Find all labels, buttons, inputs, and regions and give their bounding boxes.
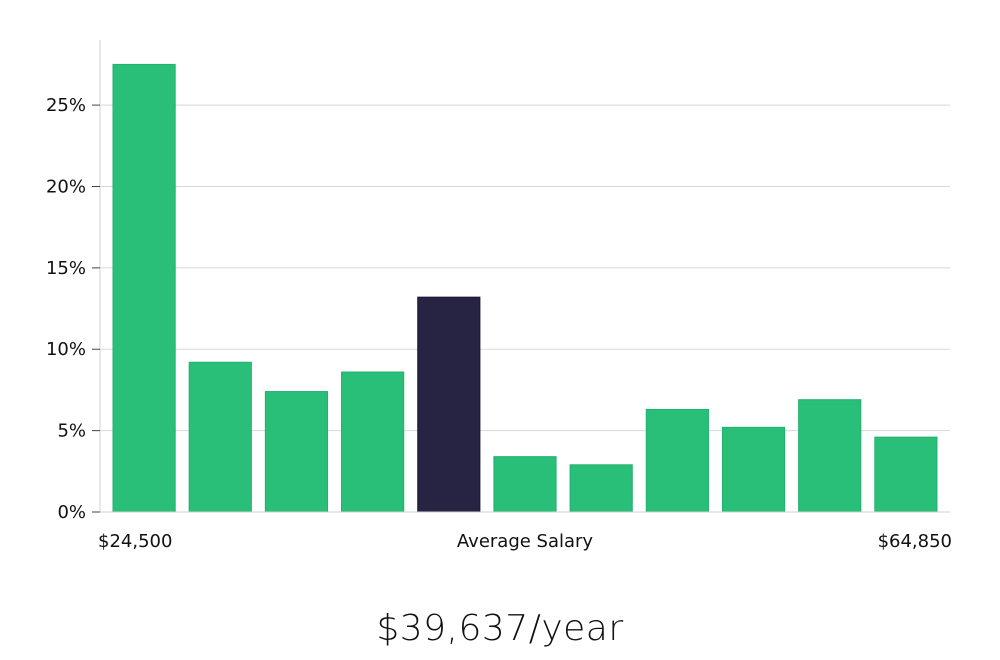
y-tick-label: 10% — [46, 339, 86, 360]
bars — [112, 63, 938, 513]
bar — [645, 408, 709, 513]
bar — [341, 371, 405, 513]
bar — [569, 464, 633, 513]
y-tick-labels: 0% 5% 10% 15% 20% 25% — [46, 95, 100, 523]
salary-distribution-chart: 0%5%10%15%20%25% $24,500 Average Salary … — [46, 40, 952, 552]
bar-average-salary — [417, 296, 481, 513]
bar — [264, 391, 329, 513]
y-tick-label: 15% — [46, 258, 86, 279]
bar — [798, 399, 862, 513]
bar — [874, 436, 938, 513]
x-label-center: Average Salary — [457, 531, 594, 552]
axes — [99, 40, 950, 513]
bar — [721, 426, 786, 513]
y-tick-label: 20% — [46, 176, 86, 197]
y-tick-label: 25% — [46, 95, 86, 116]
x-label-max: $64,850 — [878, 531, 952, 552]
average-salary-value: $39,637/year — [376, 608, 624, 649]
x-label-min: $24,500 — [98, 531, 172, 552]
bar — [112, 63, 176, 513]
bar — [493, 456, 557, 513]
y-tick-label: 5% — [57, 421, 86, 442]
y-tick-label: 0% — [57, 502, 86, 523]
bar — [188, 361, 252, 513]
